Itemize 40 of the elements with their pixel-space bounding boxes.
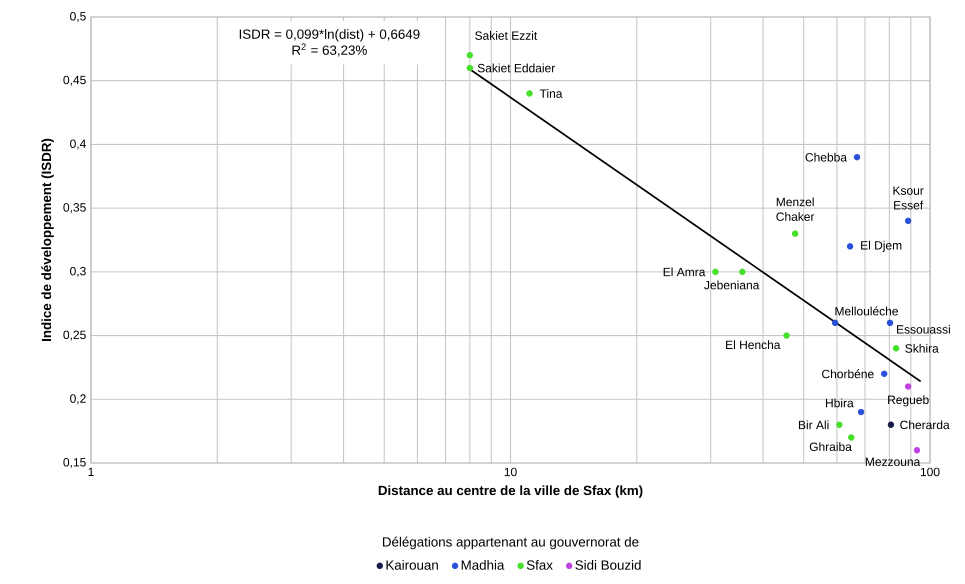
- annotation: Hbira: [826, 398, 854, 408]
- annotation: Chebba: [806, 152, 847, 162]
- annotation: R$^{2}$ = 63,23%: [292, 43, 367, 56]
- y-tick-label: 0,15: [63, 458, 86, 468]
- legend-label: Sfax: [526, 560, 553, 570]
- annotation: Skhira: [905, 344, 939, 353]
- x-tick-label: 10: [504, 468, 517, 476]
- legend-label: Madhia: [462, 560, 504, 570]
- y-tick-label: 0,2: [70, 394, 86, 404]
- annotation: Ksour Essef: [893, 186, 924, 210]
- annotation: ISDR = 0,099*ln(dist) + 0,6649: [240, 29, 420, 42]
- annotation: Essouassi: [897, 324, 950, 334]
- annotation: Sakiet Eddaier: [478, 64, 556, 72]
- x-axis-title: Distance au centre de la ville de Sfax (km): [378, 485, 642, 498]
- annotation: Mezzouna: [866, 458, 920, 466]
- annotation: El Amra: [664, 267, 706, 276]
- y-tick-label: 0,3: [70, 266, 86, 277]
- legend-label: Kairouan: [386, 560, 438, 570]
- annotation: Bir Ali: [798, 420, 828, 430]
- annotation: Ghraiba: [810, 442, 852, 452]
- annotation: Jebeniana: [704, 280, 760, 290]
- annotation: Mellouléche: [835, 306, 898, 316]
- annotation: Sakiet Ezzit: [475, 31, 538, 40]
- y-tick-label: 0,4: [70, 139, 86, 150]
- x-tick-label: 1: [88, 468, 94, 476]
- annotation: Regueb: [888, 395, 929, 406]
- annotation: Tina: [540, 89, 562, 98]
- y-tick-label: 0,25: [63, 330, 86, 341]
- y-tick-label: 0,45: [63, 76, 86, 86]
- legend-label: Sidi Bouzid: [575, 560, 641, 570]
- annotation: El Djem: [861, 240, 902, 252]
- annotation: El Hencha: [726, 340, 780, 350]
- annotation: Cherarda: [900, 420, 950, 430]
- y-tick-label: 0,35: [63, 203, 86, 214]
- legend-title: Délégations appartenant au gouvernorat de: [382, 536, 638, 550]
- y-axis-title: Indice de développement (ISDR): [41, 138, 54, 341]
- y-tick-label: 0,5: [70, 12, 86, 22]
- annotation: Menzel Chaker: [776, 197, 814, 221]
- x-tick-label: 100: [920, 468, 940, 476]
- annotation: Chorbéne: [822, 369, 874, 378]
